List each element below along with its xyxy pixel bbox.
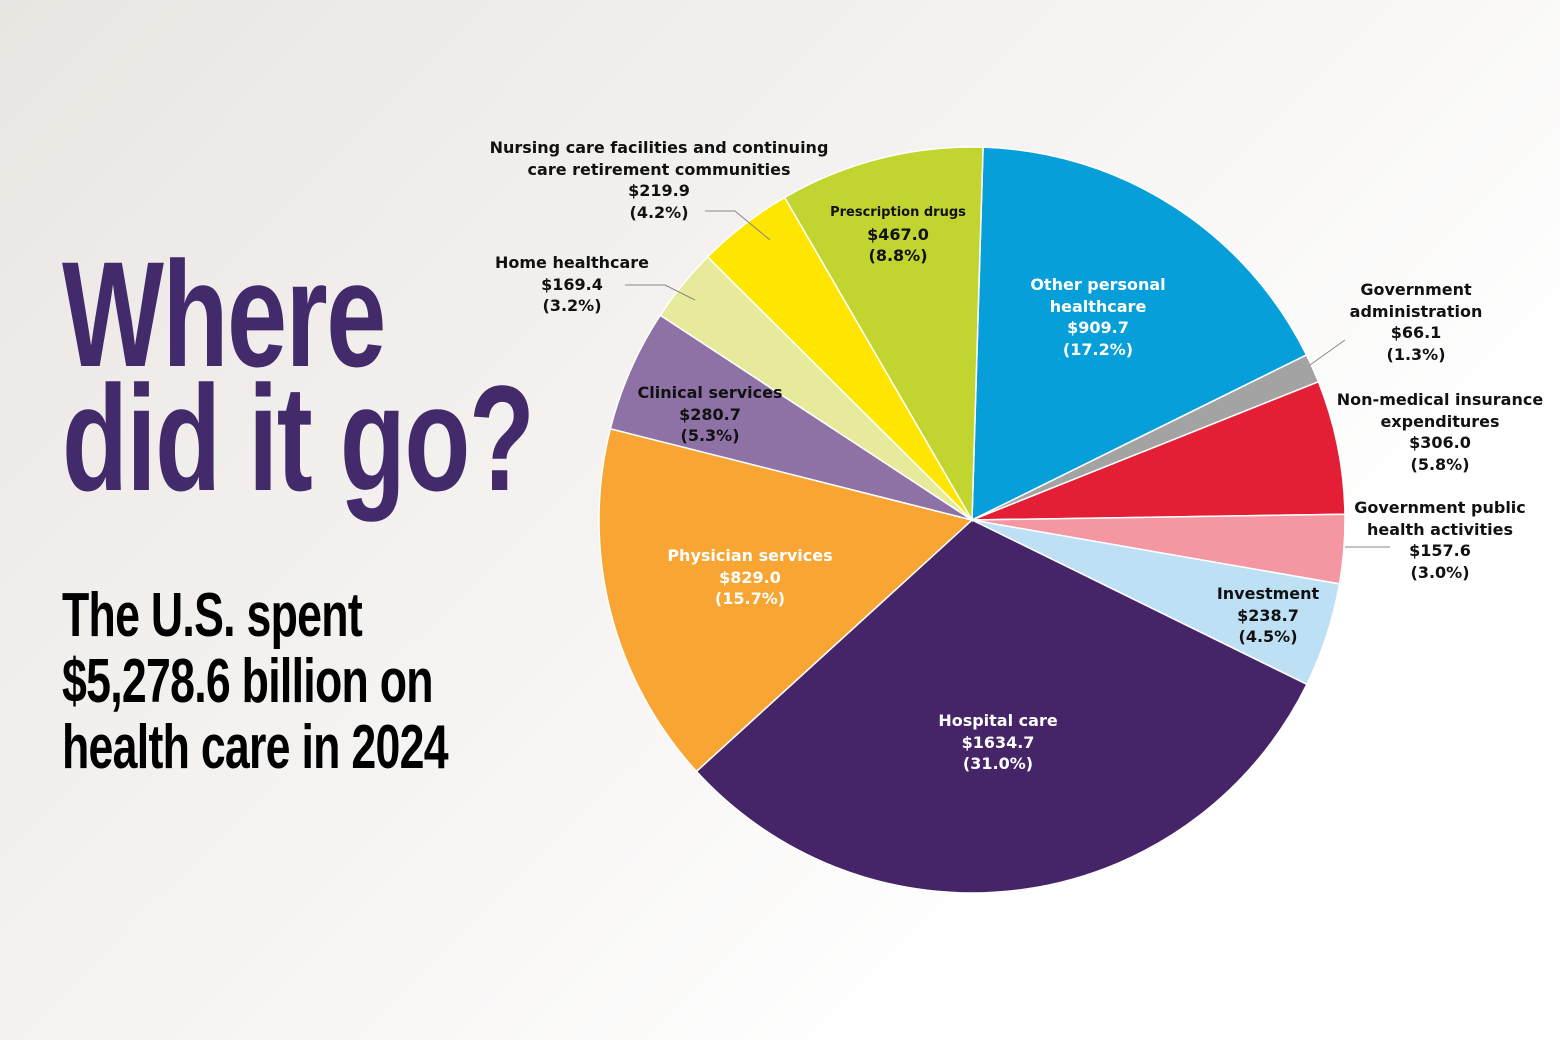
value-label: $238.7 [1237,605,1299,625]
value-label: $467.0 [867,224,929,244]
slice-label: Nursing care facilities and continuing c… [469,137,849,223]
category-name: Physician services [667,546,833,565]
slice-label: Hospital care $1634.7 (31.0%) [898,710,1098,775]
category-name: Non-medical insurance expenditures [1336,390,1544,431]
leader-line [625,284,696,301]
title: Where did it go? [62,230,535,522]
value-label: $829.0 [719,567,781,587]
slice-label: Home healthcare $169.4 (3.2%) [472,252,672,317]
share-label: (1.3%) [1386,344,1446,364]
share-label: (4.2%) [629,202,689,222]
slice [598,427,974,773]
value-label: $306.0 [1409,433,1471,452]
slice-label: Government administration $66.1 (1.3%) [1321,279,1511,365]
share-label: (5.3%) [680,426,740,445]
value-label: $1634.7 [961,732,1035,752]
share-label: (8.8%) [868,246,928,265]
slice [971,146,1308,522]
category-name: Home healthcare [494,253,650,272]
slice-label: Clinical services $280.7 (5.3%) [620,382,800,447]
slice-label: Government public health activities $157.… [1340,497,1540,583]
category-name: Investment [1216,584,1320,603]
share-label: (5.8%) [1410,454,1470,474]
category-name: Other personal healthcare [1030,275,1166,316]
leader-lines [625,210,1390,548]
category-name: Nursing care facilities and continuing c… [489,138,829,179]
slice-label: Physician services $829.0 (15.7%) [650,545,850,610]
value-label: $219.9 [628,181,690,200]
slice-label: Non-medical insurance expenditures $306.0… [1320,389,1560,475]
category-name: Government administration [1349,280,1483,321]
subtitle: The U.S. spent $5,278.6 billion on healt… [62,581,449,782]
value-label: $169.4 [541,274,603,294]
share-label: (4.5%) [1238,627,1298,646]
value-label: $157.6 [1409,541,1471,560]
category-name: Government public health activities [1354,498,1526,539]
slice [971,380,1346,521]
category-name: Prescription drugs [830,205,966,220]
leader-line [705,210,771,241]
share-label: (3.2%) [542,296,602,315]
slice [783,146,984,523]
share-label: (17.2%) [1062,339,1134,359]
category-name: Hospital care [938,711,1058,730]
share-label: (31.0%) [962,754,1034,773]
slice-label: Prescription drugs $467.0 (8.8%) [808,202,988,267]
share-label: (15.7%) [714,589,786,608]
slices [598,146,1346,894]
value-label: $66.1 [1390,323,1442,342]
slice [695,519,1308,894]
value-label: $909.7 [1067,318,1129,337]
leader-line [1309,339,1346,366]
value-label: $280.7 [679,404,741,424]
slice-label: Investment $238.7 (4.5%) [1188,583,1348,648]
share-label: (3.0%) [1410,562,1470,582]
category-name: Clinical services [637,383,783,402]
slice-label: Other personal healthcare $909.7 (17.2%) [998,274,1198,360]
